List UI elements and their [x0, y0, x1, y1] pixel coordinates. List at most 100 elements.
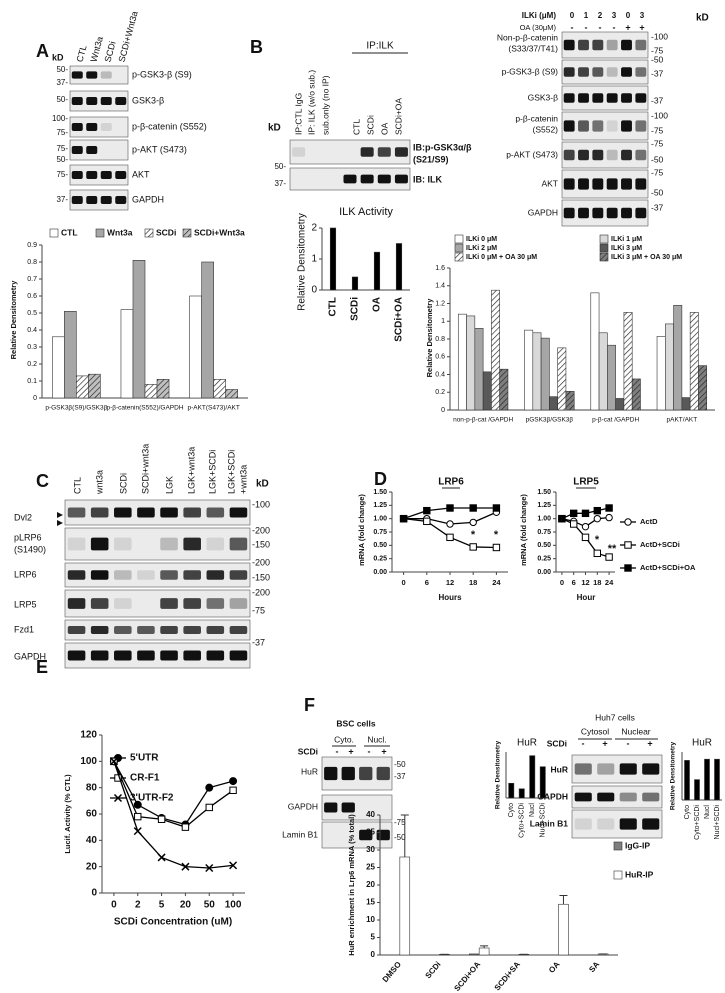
point	[605, 553, 613, 561]
kd-marker: -50	[651, 54, 664, 64]
dose: 2	[598, 11, 603, 20]
bar	[395, 243, 403, 291]
blot	[69, 164, 129, 186]
blot-band	[642, 792, 660, 802]
point	[446, 504, 454, 512]
blot-band	[67, 507, 86, 518]
bar	[64, 310, 77, 399]
blot-band	[592, 93, 604, 103]
point	[469, 518, 477, 527]
row-label: Dvl2	[14, 512, 32, 522]
y-tick-label: 1.25	[537, 502, 551, 509]
blot	[561, 85, 649, 111]
kd-marker: 75-	[56, 170, 68, 179]
kd-label: kD	[268, 123, 281, 134]
point	[581, 509, 590, 518]
sign: -	[582, 738, 585, 748]
blot-band	[292, 147, 306, 157]
blot-band	[183, 650, 201, 661]
blot-band	[100, 71, 112, 79]
bar	[598, 332, 608, 411]
row-label: GAPDH	[14, 651, 46, 661]
legend-swatch	[613, 841, 623, 851]
blot-band	[635, 93, 647, 103]
blot-band	[67, 570, 86, 580]
blot-band	[160, 507, 178, 518]
bar	[225, 389, 239, 399]
kd-marker: -50	[651, 154, 664, 164]
annotation: **	[608, 543, 617, 555]
point	[492, 504, 501, 512]
row-label: p-GSK3-β (S9)	[132, 69, 192, 79]
sign: +	[348, 746, 353, 756]
blot-band	[90, 626, 109, 634]
y-tick-label: 0.3	[27, 344, 37, 351]
row-label: IB: ILK	[413, 174, 442, 184]
lane-label: LGK+wnt3a	[186, 447, 196, 494]
blot-band	[90, 537, 109, 551]
blot-band	[90, 507, 109, 518]
point	[205, 803, 213, 812]
x-tick-label: Nucl+SCDi	[540, 803, 547, 838]
blot-band	[563, 120, 575, 132]
series-line	[113, 761, 234, 828]
x-tick-label: Nucl+SCDi	[714, 805, 721, 840]
blot-band	[71, 146, 83, 154]
blot-band	[114, 537, 132, 551]
x-tick-label: non-p-β-cat /GAPDH	[453, 417, 513, 424]
legend-label: IgG-IP	[625, 840, 650, 850]
blot-band	[619, 818, 637, 830]
x-tick-label: Cyto	[684, 805, 691, 820]
blot-band	[606, 120, 618, 132]
kd-marker: -75	[394, 818, 406, 827]
x-tick-label: Cyto	[508, 803, 515, 818]
dose: 0	[626, 11, 631, 20]
point	[109, 757, 118, 766]
y-tick-label: 0	[371, 950, 376, 959]
x-tick-label: p-GSK3β(S9)/GSK3β	[45, 405, 107, 412]
blot-band	[137, 507, 155, 518]
blot-band	[229, 507, 248, 518]
kd-marker: 50-	[56, 65, 68, 74]
blot-band	[71, 123, 83, 131]
y-tick-label: 1.25	[373, 502, 387, 509]
blot-band	[574, 818, 592, 830]
blot-band	[86, 171, 98, 179]
blot-band	[597, 792, 615, 802]
legend-marker	[624, 518, 632, 526]
blot-band	[619, 792, 637, 802]
point	[205, 783, 214, 792]
kd-marker: -100	[651, 31, 668, 41]
y-tick-label: 0.00	[537, 569, 551, 576]
blot-band	[563, 207, 575, 219]
blot-band	[324, 766, 338, 781]
blot-band	[229, 626, 248, 634]
point	[570, 509, 578, 518]
blot-band	[137, 650, 155, 661]
error-bar	[559, 895, 568, 905]
blot-band	[578, 178, 589, 190]
y-axis-label: Relative Densitometry	[9, 280, 18, 360]
blot	[69, 189, 129, 211]
y-axis-label: Relative Densitometry	[425, 298, 434, 378]
row-label: GAPDH	[528, 207, 558, 217]
dose: 1	[584, 11, 589, 20]
bar	[532, 332, 542, 411]
y-tick-label: 0.00	[373, 569, 387, 576]
legend-label: 5'UTR	[130, 753, 159, 764]
x-tick-label: pAKT/AKT	[667, 417, 698, 424]
blot-band	[394, 147, 408, 157]
blot	[561, 59, 649, 85]
point	[157, 853, 166, 862]
blot	[561, 111, 649, 141]
x-axis-label: SCDi Concentration (uM)	[114, 917, 232, 928]
y-tick-label: 35	[366, 828, 375, 837]
blot-band	[621, 178, 632, 190]
panel-letter: E	[36, 657, 48, 677]
blot-band	[606, 207, 618, 219]
y-tick-label: 0	[33, 395, 37, 402]
bar	[399, 856, 411, 956]
y-tick-label: 0.75	[373, 529, 387, 536]
legend-label: SCDi	[156, 227, 176, 237]
